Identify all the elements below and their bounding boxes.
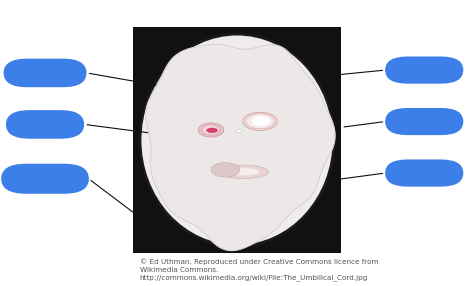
Ellipse shape: [139, 33, 335, 247]
Ellipse shape: [243, 112, 277, 130]
Ellipse shape: [198, 123, 224, 137]
FancyBboxPatch shape: [4, 59, 86, 87]
Text: http://commons.wikimedia.org/wiki/File:The_Umbilical_Cord.jpg: http://commons.wikimedia.org/wiki/File:T…: [140, 274, 368, 281]
Text: © Ed Uthman. Reproduced under Creative Commons licence from: © Ed Uthman. Reproduced under Creative C…: [140, 258, 378, 265]
FancyBboxPatch shape: [385, 57, 464, 84]
Ellipse shape: [252, 116, 270, 126]
Ellipse shape: [141, 35, 333, 245]
Ellipse shape: [236, 129, 242, 133]
Text: Wikimedia Commons.: Wikimedia Commons.: [140, 267, 218, 273]
Ellipse shape: [202, 125, 220, 135]
Ellipse shape: [211, 162, 240, 177]
FancyBboxPatch shape: [385, 108, 464, 135]
FancyBboxPatch shape: [6, 110, 84, 139]
Ellipse shape: [229, 168, 260, 175]
Ellipse shape: [246, 114, 274, 129]
Polygon shape: [146, 44, 335, 251]
FancyBboxPatch shape: [385, 160, 464, 186]
Ellipse shape: [219, 165, 268, 178]
FancyBboxPatch shape: [1, 164, 89, 194]
FancyBboxPatch shape: [133, 27, 341, 253]
Ellipse shape: [207, 128, 218, 133]
